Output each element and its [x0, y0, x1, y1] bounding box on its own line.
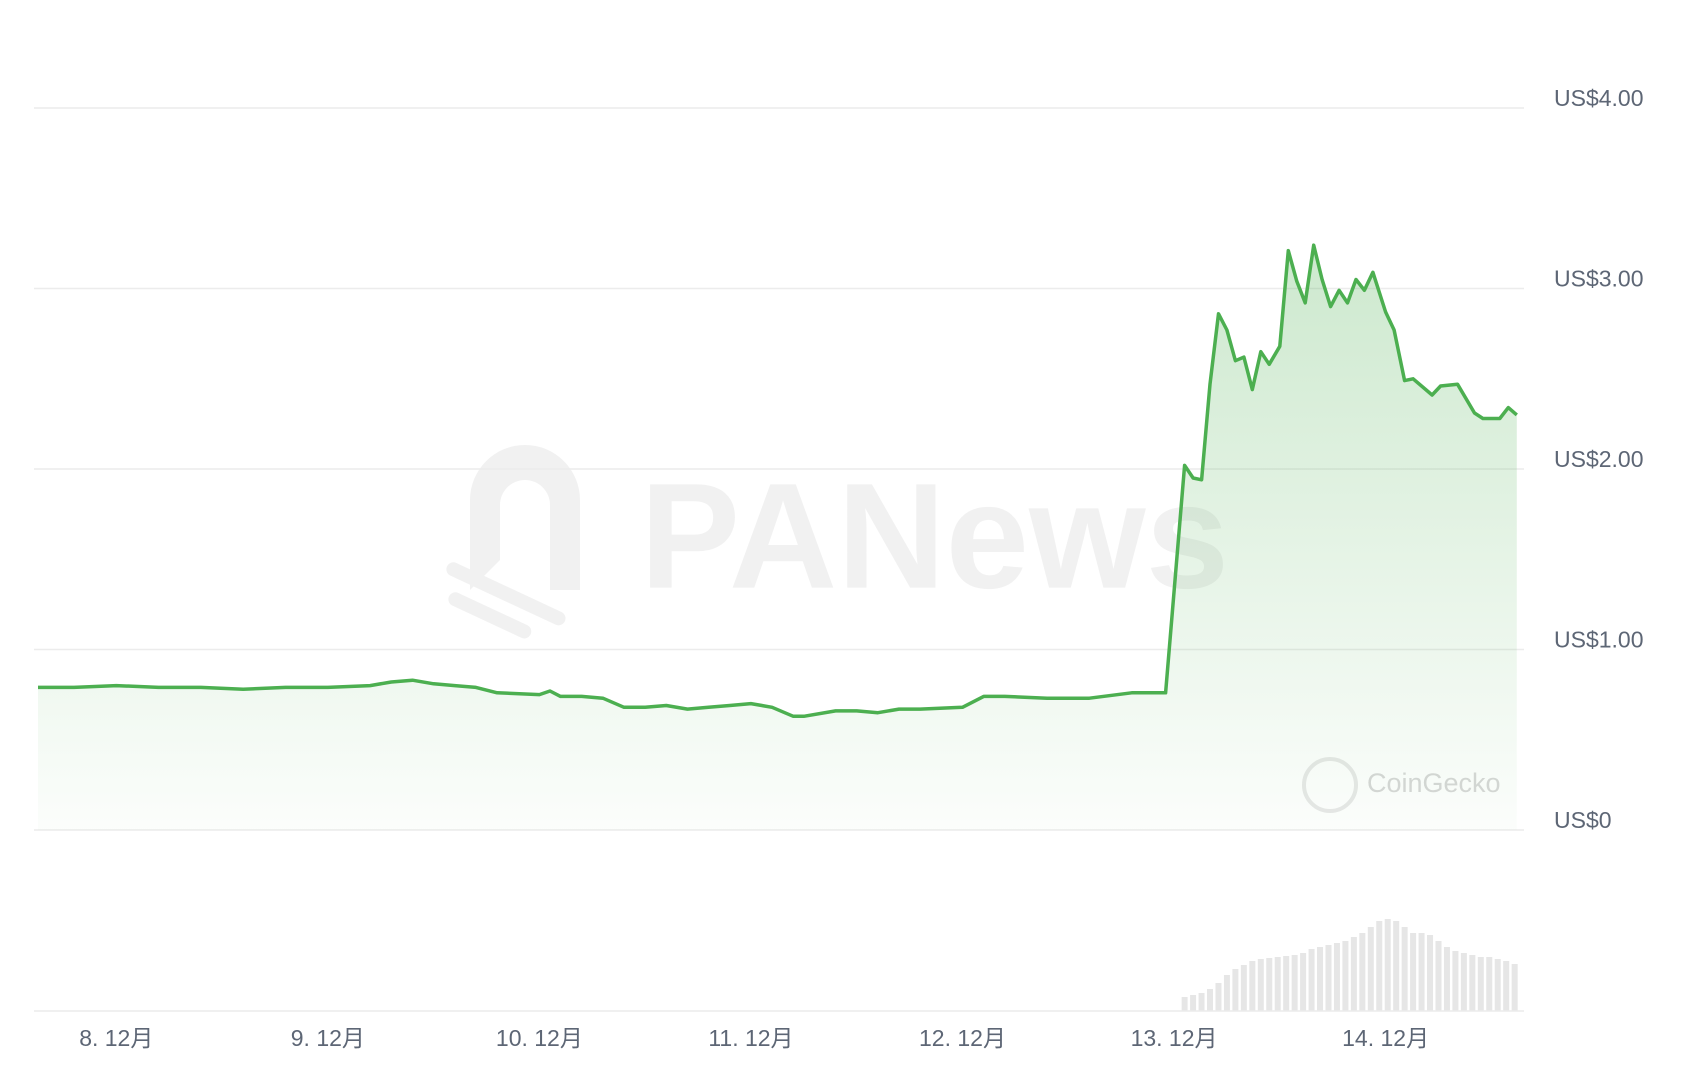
- volume-bar: [1181, 997, 1188, 1011]
- y-tick-label: US$1.00: [1554, 627, 1644, 653]
- volume-bar: [1223, 975, 1230, 1011]
- volume-bar: [1494, 959, 1501, 1011]
- watermark-logo: [446, 445, 580, 639]
- volume-bar: [1350, 937, 1357, 1011]
- x-tick-label: 10. 12月: [496, 1025, 583, 1051]
- volume-bar: [1460, 953, 1467, 1011]
- volume-bar: [1325, 945, 1332, 1011]
- volume-bar: [1503, 961, 1510, 1011]
- volume-bar: [1266, 958, 1273, 1011]
- volume-bar: [1367, 927, 1374, 1011]
- volume-bar: [1384, 919, 1391, 1011]
- volume-bar: [1215, 983, 1222, 1011]
- volume-bar: [1401, 927, 1408, 1011]
- volume-bar: [1427, 935, 1434, 1011]
- volume-bar: [1511, 964, 1518, 1011]
- x-tick-label: 8. 12月: [79, 1025, 153, 1051]
- volume-bar: [1469, 955, 1476, 1011]
- price-area: [38, 245, 1517, 830]
- volume-bar: [1418, 933, 1425, 1011]
- volume-bar: [1410, 933, 1417, 1011]
- volume-bar: [1283, 956, 1290, 1011]
- volume-bar: [1190, 995, 1197, 1011]
- volume-bar: [1274, 957, 1281, 1011]
- volume-bar: [1207, 989, 1214, 1011]
- x-tick-label: 11. 12月: [708, 1025, 793, 1051]
- price-line: [38, 243, 1518, 719]
- volume-bar: [1198, 993, 1205, 1011]
- volume-bar: [1300, 953, 1307, 1011]
- x-tick-label: 9. 12月: [291, 1025, 365, 1051]
- volume-bar: [1308, 949, 1315, 1011]
- x-tick-label: 12. 12月: [919, 1025, 1006, 1051]
- volume-bar: [1333, 943, 1340, 1011]
- volume-bar: [1342, 941, 1349, 1011]
- y-tick-label: US$2.00: [1554, 446, 1644, 472]
- volume-bar: [1317, 947, 1324, 1011]
- volume-bar: [1232, 969, 1239, 1011]
- volume-bar: [1257, 959, 1264, 1011]
- volume-bar: [1291, 955, 1298, 1011]
- volume-bar: [1443, 947, 1450, 1011]
- volume-bar: [1477, 957, 1484, 1011]
- volume-bar: [1376, 921, 1383, 1011]
- watermark-text: PANews: [640, 452, 1229, 620]
- y-tick-label: US$4.00: [1554, 85, 1644, 111]
- y-tick-label: US$0: [1554, 807, 1612, 833]
- volume-bar: [1486, 957, 1493, 1011]
- volume-bar: [1393, 921, 1400, 1011]
- volume-bar: [1452, 951, 1459, 1011]
- y-tick-label: US$3.00: [1554, 266, 1644, 292]
- volume-bar: [1435, 941, 1442, 1011]
- volume-bar: [1359, 933, 1366, 1011]
- x-tick-label: 14. 12月: [1342, 1025, 1429, 1051]
- volume-bar: [1240, 965, 1247, 1011]
- volume-bar: [1249, 961, 1256, 1011]
- x-tick-label: 13. 12月: [1131, 1025, 1218, 1051]
